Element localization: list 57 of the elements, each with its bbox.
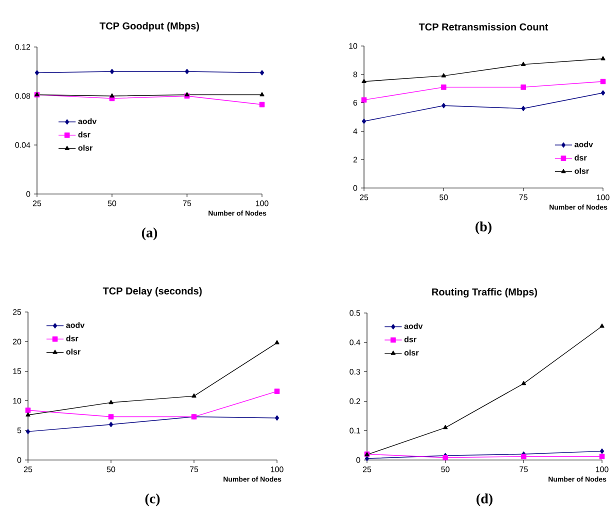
x-tick-label: 50 xyxy=(440,194,448,200)
y-tick-label: 5 xyxy=(17,428,22,434)
text: (c) xyxy=(145,494,160,506)
y-tick-label: 0 xyxy=(17,457,22,463)
y-tick-label: 15 xyxy=(13,368,22,374)
y-tick-label: 0.08 xyxy=(15,93,30,99)
x-tick-label: 50 xyxy=(108,200,116,206)
y-tick-label: 6 xyxy=(353,100,358,106)
y-tick-label: 0.12 xyxy=(15,44,30,50)
legend-label: aodv xyxy=(574,141,593,148)
legend-label: olsr xyxy=(574,168,589,174)
y-tick-label: 20 xyxy=(12,338,22,344)
y-tick-label: 25 xyxy=(12,309,22,315)
legend-label: dsr xyxy=(78,132,90,138)
y-tick-label: 10 xyxy=(13,398,22,404)
y-tick-label: 4 xyxy=(353,128,358,134)
x-tick-label: 25 xyxy=(360,194,368,200)
legend-label: aodv xyxy=(404,323,423,329)
chart-title: TCP Retransmission Count xyxy=(418,23,548,30)
y-tick-label: 0 xyxy=(26,191,30,197)
legend-label: olsr xyxy=(78,144,93,151)
y-tick-label: 8 xyxy=(353,72,358,78)
chart-title: TCP Delay (seconds) xyxy=(102,287,202,296)
legend-label: olsr xyxy=(404,350,419,356)
x-tick-label: 25 xyxy=(362,466,372,472)
y-tick-label: 0.4 xyxy=(350,340,360,346)
x-tick-label: 100 xyxy=(596,194,610,200)
x-tick-label: 50 xyxy=(441,466,450,472)
x-tick-label: 100 xyxy=(270,466,284,472)
chart-title: Routing Traffic (Mbps) xyxy=(432,288,538,298)
chart-title: TCP Goodput (Mbps) xyxy=(100,22,200,32)
text: (b) xyxy=(476,222,492,234)
x-tick-label: 100 xyxy=(596,466,608,472)
legend-label: dsr xyxy=(574,154,587,161)
x-tick-label: 75 xyxy=(520,466,528,472)
y-tick-label: 0.04 xyxy=(15,142,30,148)
y-tick-label: 0 xyxy=(356,457,360,463)
y-tick-label: 0.1 xyxy=(350,428,360,434)
x-tick-label: 75 xyxy=(519,194,528,200)
text: (a) xyxy=(142,228,158,240)
y-tick-label: 2 xyxy=(353,156,358,162)
legend-label: aodv xyxy=(66,322,85,328)
legend-label: dsr xyxy=(66,335,78,342)
text: (d) xyxy=(476,494,492,506)
legend-label: olsr xyxy=(66,348,80,355)
legend-label: dsr xyxy=(404,336,416,342)
y-tick-label: 0.2 xyxy=(350,398,360,404)
y-tick-label: 10 xyxy=(349,43,358,49)
x-tick-label: 100 xyxy=(256,200,268,206)
y-tick-label: 0.5 xyxy=(350,310,360,316)
y-tick-label: 0 xyxy=(353,185,358,191)
x-tick-label: 50 xyxy=(106,466,116,472)
legend-label: aodv xyxy=(78,118,97,124)
x-tick-label: 25 xyxy=(32,200,42,206)
x-tick-label: 75 xyxy=(182,200,192,206)
y-tick-label: 0.3 xyxy=(350,368,360,375)
x-tick-label: 75 xyxy=(190,466,198,472)
